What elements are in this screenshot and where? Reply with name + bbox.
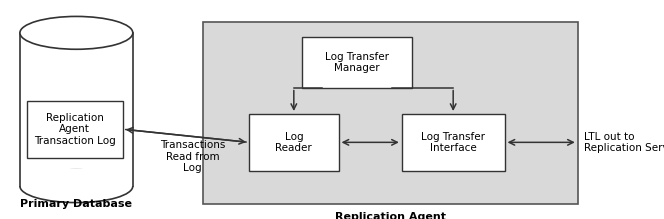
Text: Log Transfer
Manager: Log Transfer Manager <box>325 52 389 73</box>
Text: Replication Agent: Replication Agent <box>335 212 446 219</box>
FancyBboxPatch shape <box>27 101 123 158</box>
FancyBboxPatch shape <box>19 169 134 186</box>
FancyBboxPatch shape <box>249 114 339 171</box>
Text: Primary Database: Primary Database <box>21 199 132 209</box>
FancyBboxPatch shape <box>302 37 412 88</box>
FancyBboxPatch shape <box>402 114 505 171</box>
Text: Log
Reader: Log Reader <box>276 132 312 153</box>
FancyBboxPatch shape <box>203 22 578 204</box>
Ellipse shape <box>20 170 133 203</box>
Text: LTL out to
Replication Server: LTL out to Replication Server <box>584 132 664 153</box>
Text: Log Transfer
Interface: Log Transfer Interface <box>421 132 485 153</box>
Text: Transactions
Read from
Log: Transactions Read from Log <box>160 140 225 173</box>
Text: Replication
Agent
Transaction Log: Replication Agent Transaction Log <box>34 113 116 146</box>
FancyBboxPatch shape <box>20 33 133 186</box>
Ellipse shape <box>20 16 133 49</box>
